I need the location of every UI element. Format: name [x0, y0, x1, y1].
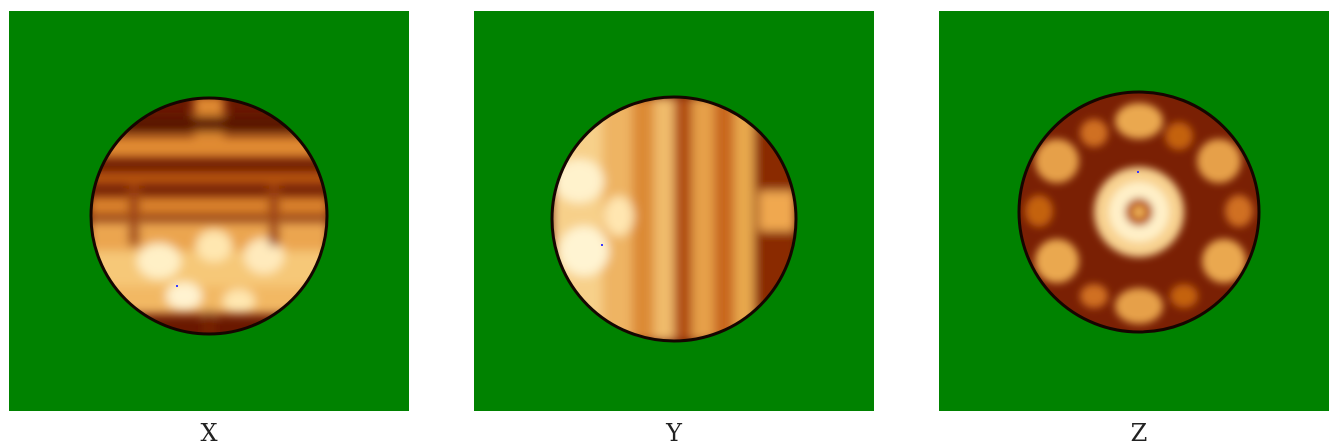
z-projection-image — [939, 11, 1329, 411]
caption-x: X — [200, 419, 218, 447]
caption-z: Z — [1130, 419, 1148, 447]
caption-y: Y — [666, 419, 682, 447]
x-projection-image — [9, 11, 409, 411]
y-projection-image — [474, 11, 874, 411]
